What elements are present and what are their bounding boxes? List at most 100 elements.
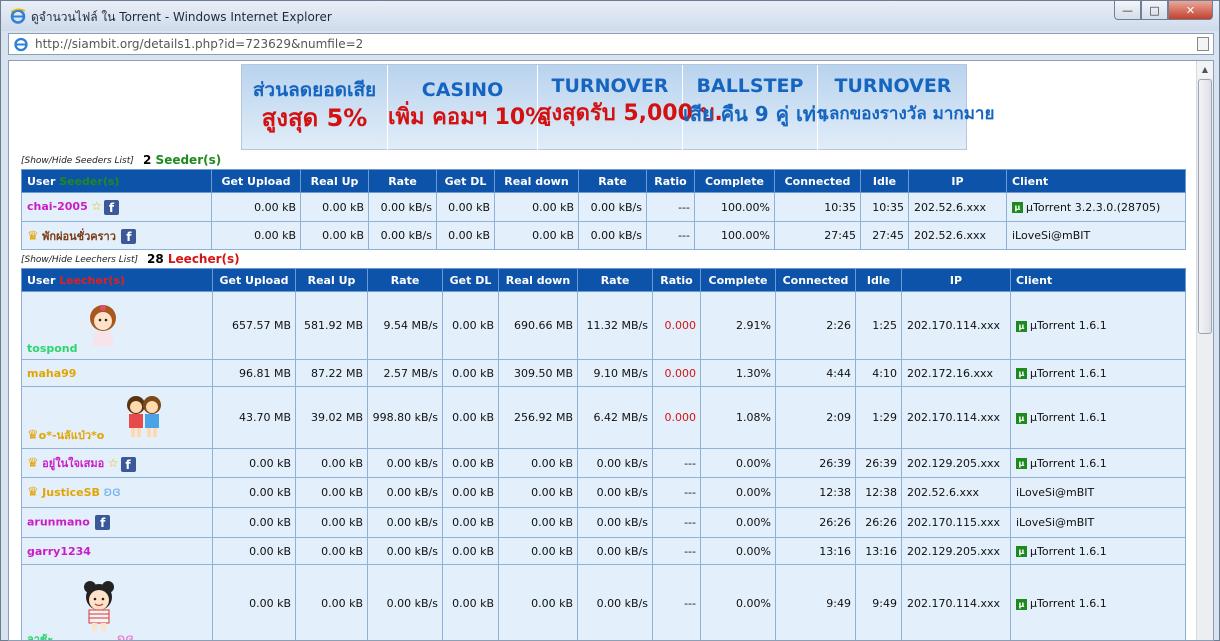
address-bar[interactable]: http://siambit.org/details1.php?id=72362… <box>8 33 1214 55</box>
username-link[interactable]: ลาช้ะ <box>27 633 54 641</box>
rate-down-cell: 6.42 MB/s <box>577 386 653 449</box>
seeders-count: 2 Seeder(s) <box>143 153 221 167</box>
real-up-cell: 0.00 kB <box>295 448 368 478</box>
crown-icon: ♛ <box>27 456 39 471</box>
title-bar: ดูจำนวนไฟล์ ใน Torrent - Windows Interne… <box>1 1 1219 31</box>
idle-cell: 27:45 <box>860 221 909 250</box>
complete-cell: 1.08% <box>700 386 776 449</box>
real-down-cell: 0.00 kB <box>498 537 578 565</box>
client-cell: µ µTorrent 1.6.1 <box>1010 359 1186 387</box>
username-link[interactable]: o*-นลัแป่ว*o <box>38 429 105 442</box>
page-icon[interactable] <box>1197 37 1209 51</box>
leechers-header-row: User Leecher(s) Get Upload Real Up Rate … <box>21 268 1186 292</box>
banner-cell-casino[interactable]: CASINO เพิ่ม คอมฯ 10% <box>388 65 547 151</box>
window-title: ดูจำนวนไฟล์ ใน Torrent - Windows Interne… <box>31 10 332 24</box>
facebook-icon[interactable]: f <box>121 229 137 244</box>
rate-up-cell: 0.00 kB/s <box>367 537 443 565</box>
address-url[interactable]: http://siambit.org/details1.php?id=72362… <box>35 37 364 51</box>
column-header-ip: IP <box>901 268 1011 292</box>
banner-cell-rewards[interactable]: TURNOVER แลกของรางวัล มากมาย <box>818 65 994 151</box>
ratio-cell: --- <box>646 192 695 222</box>
real-up-cell: 0.00 kB <box>295 564 368 640</box>
client-cell: µ µTorrent 1.6.1 <box>1010 537 1186 565</box>
get-upload-cell: 0.00 kB <box>212 448 296 478</box>
scroll-up-arrow[interactable]: ▲ <box>1197 61 1213 78</box>
column-header-real-up: Real Up <box>300 169 369 193</box>
utorrent-icon: µ <box>1016 598 1027 610</box>
user-cell: chai-2005 ☆ f <box>21 192 212 222</box>
connected-cell: 10:35 <box>774 192 861 222</box>
close-button[interactable]: ✕ <box>1168 1 1213 20</box>
user-cell: maha99 <box>21 359 213 387</box>
username-link[interactable]: arunmano <box>27 515 90 529</box>
get-dl-cell: 0.00 kB <box>442 507 499 538</box>
table-row: ลาช้ะ ʚɞ 0.00 kB 0.00 kB 0.00 kB/s 0.00 … <box>21 564 1186 641</box>
vertical-scrollbar[interactable]: ▲ <box>1196 61 1213 640</box>
real-up-cell: 0.00 kB <box>300 192 369 222</box>
real-down-cell: 0.00 kB <box>494 221 579 250</box>
client-name: µTorrent 3.2.3.0.(28705) <box>1026 200 1161 214</box>
rate-up-cell: 9.54 MB/s <box>367 291 443 360</box>
ratio-cell: --- <box>652 477 701 508</box>
ratio-cell: --- <box>652 564 701 640</box>
column-header-get-upload: Get Upload <box>211 169 301 193</box>
rate-up-cell: 0.00 kB/s <box>367 477 443 508</box>
idle-cell: 26:39 <box>855 448 902 478</box>
client-name: µTorrent 1.6.1 <box>1030 319 1107 332</box>
idle-cell: 13:16 <box>855 537 902 565</box>
maximize-button[interactable]: □ <box>1141 1 1168 20</box>
avatar <box>84 581 114 631</box>
star-icon: ☆ <box>107 456 119 470</box>
table-row: ♛o*-นลัแป่ว*o 43.70 MB 39.02 MB 998.80 k… <box>21 386 1186 449</box>
table-row: ♛ พักผ่อนชั่วคราว f 0.00 kB 0.00 kB 0.00… <box>21 221 1186 250</box>
username-link[interactable]: อยู่ในใจเสมอ <box>42 457 105 470</box>
username-link[interactable]: chai-2005 <box>27 200 88 214</box>
utorrent-icon: µ <box>1016 412 1027 424</box>
column-header-rate-down: Rate <box>578 169 647 193</box>
column-header-ratio: Ratio <box>646 169 695 193</box>
crown-icon: ♛ <box>27 428 39 443</box>
scrollbar-thumb[interactable] <box>1198 79 1212 334</box>
minimize-button[interactable]: — <box>1114 1 1141 20</box>
username-link[interactable]: พักผ่อนชั่วคราว <box>42 229 116 243</box>
username-link[interactable]: JusticeSB <box>42 486 100 499</box>
avatar <box>79 305 127 346</box>
page-viewport: ส่วนลดยอดเสีย สูงสุด 5% CASINO เพิ่ม คอม… <box>8 60 1214 641</box>
get-upload-cell: 657.57 MB <box>212 291 296 360</box>
get-upload-cell: 96.81 MB <box>212 359 296 387</box>
banner-cell-discount[interactable]: ส่วนลดยอดเสีย สูงสุด 5% <box>242 65 388 151</box>
seeders-toggle-link[interactable]: [Show/Hide Seeders List] <box>21 156 134 166</box>
complete-cell: 0.00% <box>700 537 776 565</box>
promo-banner[interactable]: ส่วนลดยอดเสีย สูงสุด 5% CASINO เพิ่ม คอม… <box>241 64 994 151</box>
column-header-rate-up: Rate <box>368 169 437 193</box>
ratio-cell: --- <box>646 221 695 250</box>
rate-up-cell: 998.80 kB/s <box>367 386 443 449</box>
utorrent-icon: µ <box>1016 368 1027 379</box>
get-upload-cell: 0.00 kB <box>212 477 296 508</box>
client-name: iLoveSi@mBIT <box>1010 477 1186 508</box>
client-name: µTorrent 1.6.1 <box>1030 456 1107 470</box>
rate-down-cell: 0.00 kB/s <box>578 221 647 250</box>
facebook-icon[interactable]: f <box>104 199 119 215</box>
ip-cell: 202.170.114.xxx <box>901 291 1011 360</box>
leechers-toggle-link[interactable]: [Show/Hide Leechers List] <box>21 255 138 265</box>
real-up-cell: 87.22 MB <box>295 359 368 387</box>
crown-icon: ♛ <box>27 485 39 500</box>
get-dl-cell: 0.00 kB <box>442 564 499 640</box>
utorrent-icon: µ <box>1016 546 1027 557</box>
banner-cell-turnover[interactable]: TURNOVER สูงสุดรับ 5,000 บ. <box>538 65 723 151</box>
complete-cell: 1.30% <box>700 359 776 387</box>
internet-explorer-icon <box>14 37 28 52</box>
username-link[interactable]: maha99 <box>27 366 77 380</box>
client-name: iLoveSi@mBIT <box>1010 507 1186 538</box>
rate-down-cell: 0.00 kB/s <box>578 192 647 222</box>
facebook-icon[interactable]: f <box>120 456 136 472</box>
client-name: iLoveSi@mBIT <box>1006 221 1186 250</box>
connected-cell: 2:26 <box>775 291 856 360</box>
banner-cell-ballstep[interactable]: BALLSTEP เสีย คืน 9 คู่ เท่า <box>683 65 827 151</box>
facebook-icon[interactable]: f <box>95 515 111 530</box>
username-link[interactable]: garry1234 <box>27 544 91 558</box>
column-header-client: Client <box>1010 268 1186 292</box>
rate-up-cell: 0.00 kB/s <box>368 221 437 250</box>
username-link[interactable]: tospond <box>27 342 78 355</box>
